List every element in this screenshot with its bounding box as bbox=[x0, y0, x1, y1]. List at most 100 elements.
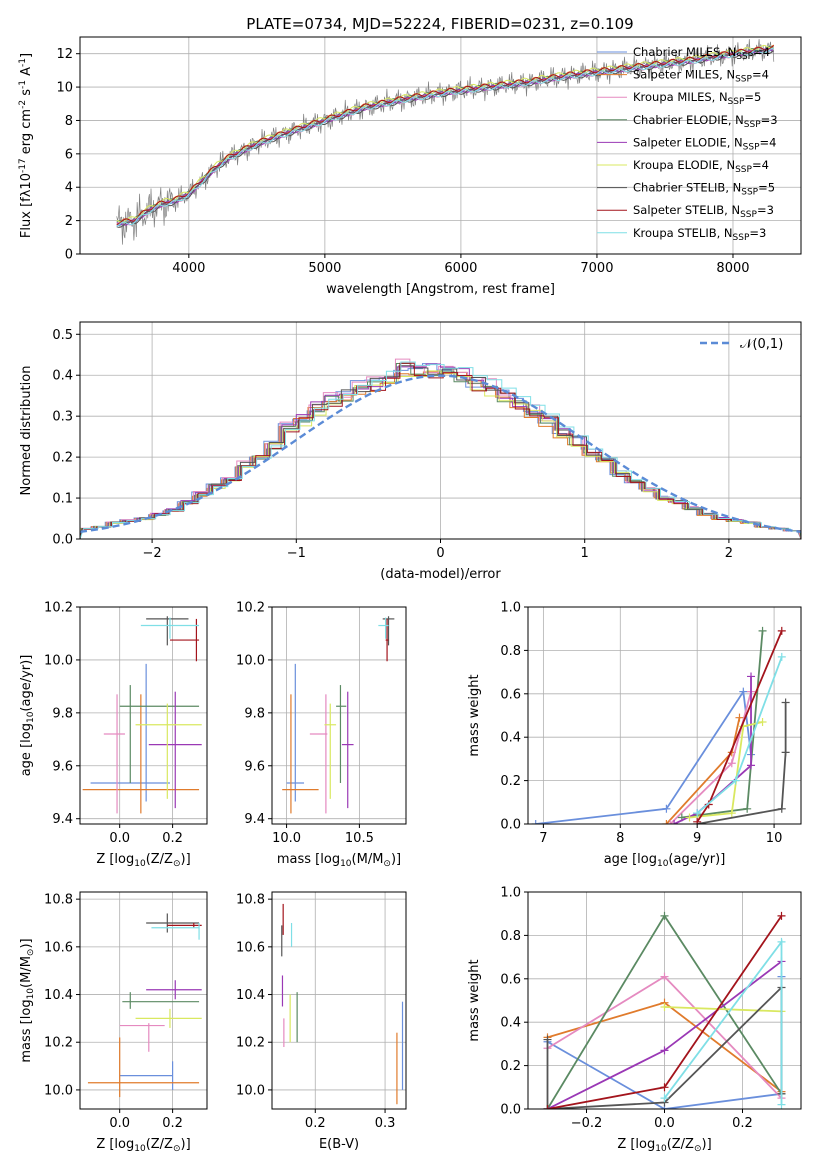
series-marker bbox=[777, 937, 786, 946]
panel-mass-vs-Z: 0.0 0.2 10.0 10.2 10.4 10.6 10.8 Z [log10(Z/Z⊙)… bbox=[19, 891, 208, 1154]
histogram-series bbox=[80, 361, 801, 539]
y-axis-label: age [log10(age/yr)] bbox=[19, 655, 36, 777]
x-tick-label: −0.2 bbox=[571, 1116, 603, 1131]
axes-frame bbox=[79, 891, 208, 1110]
y-tick-label: 9.4 bbox=[244, 812, 265, 827]
legend-label: Chabrier MILES, NSSP=4 bbox=[633, 45, 770, 62]
x-tick-label: 0.2 bbox=[162, 1116, 183, 1131]
y-tick-label: 0.2 bbox=[52, 451, 73, 466]
series-marker bbox=[660, 911, 669, 920]
x-axis-label: wavelength [Angstrom, rest frame] bbox=[326, 282, 555, 297]
plot-area bbox=[87, 913, 202, 1098]
y-tick-label: 0.2 bbox=[500, 1059, 521, 1074]
y-tick-label: 10.0 bbox=[236, 653, 265, 668]
series-marker bbox=[727, 759, 736, 768]
legend-label: Salpeter ELODIE, NSSP=4 bbox=[633, 135, 776, 152]
gaussian-curve bbox=[80, 374, 801, 534]
series-marker bbox=[660, 972, 669, 981]
x-tick-label: 2 bbox=[725, 546, 733, 561]
y-axis-label: Normed distribution bbox=[19, 366, 34, 496]
y-tick-label: 10.8 bbox=[236, 893, 265, 908]
x-tick-label: 0 bbox=[436, 546, 444, 561]
histogram-series bbox=[80, 363, 801, 539]
grid bbox=[80, 892, 207, 1109]
x-tick-label: 7000 bbox=[580, 261, 613, 276]
series-marker bbox=[693, 817, 702, 824]
series-marker bbox=[747, 761, 756, 770]
y-tick-label: 9.8 bbox=[52, 706, 73, 721]
legend: 𝒩(0,1) bbox=[700, 337, 783, 352]
plot-area bbox=[282, 616, 395, 814]
panel-age-vs-mass: 10.0 10.5 9.4 9.6 9.8 10.0 10.2 mass [log10(M/M… bbox=[236, 601, 407, 869]
axes-frame bbox=[271, 891, 407, 1110]
series-marker bbox=[731, 776, 740, 785]
plot-area bbox=[281, 903, 404, 1105]
model-spectrum bbox=[116, 47, 774, 227]
y-tick-label: 8 bbox=[65, 114, 73, 129]
series-marker bbox=[543, 1105, 552, 1109]
y-tick-label: 0.6 bbox=[500, 687, 521, 702]
x-axis-label: mass [log10(M/M⊙)] bbox=[277, 852, 401, 869]
series-marker bbox=[662, 820, 671, 824]
legend-label: Kroupa MILES, NSSP=5 bbox=[633, 90, 761, 107]
x-tick-label: 6000 bbox=[444, 261, 477, 276]
y-tick-label: 10.0 bbox=[44, 1083, 73, 1098]
panel-residuals: −2 −1 0 1 2 0.0 0.1 0.2 0.3 0.4 0.5 (data-model)/er… bbox=[19, 321, 802, 582]
y-tick-label: 0.0 bbox=[500, 818, 521, 833]
series-marker bbox=[666, 820, 675, 824]
weight-series bbox=[535, 689, 752, 824]
plot-area bbox=[82, 616, 202, 814]
y-tick-label: 10.4 bbox=[236, 988, 265, 1003]
series-marker bbox=[739, 687, 748, 696]
series-marker bbox=[743, 804, 752, 813]
axes-frame bbox=[271, 606, 407, 825]
x-tick-label: 10 bbox=[766, 831, 783, 846]
y-tick-label: 4 bbox=[65, 181, 73, 196]
series-marker bbox=[735, 713, 744, 722]
observed-spectrum bbox=[116, 39, 775, 245]
legend-label: Chabrier ELODIE, NSSP=3 bbox=[633, 113, 778, 130]
y-tick-label: 0.1 bbox=[52, 492, 73, 507]
series-marker bbox=[758, 718, 767, 727]
axes-frame bbox=[79, 36, 802, 255]
x-tick-label: 0.0 bbox=[109, 1116, 130, 1131]
axes-frame bbox=[527, 606, 802, 825]
panel-spectrum: 4000 5000 6000 7000 8000 0 2 4 6 8 10 12 wavelength … bbox=[18, 36, 802, 297]
y-tick-label: 10.2 bbox=[44, 601, 73, 616]
y-tick-label: 12 bbox=[56, 47, 73, 62]
panel-weight-vs-age: 7 8 9 10 0.0 0.2 0.4 0.6 0.8 1.0 age [log10(age/yr… bbox=[467, 601, 802, 869]
series-marker bbox=[685, 813, 694, 822]
y-tick-label: 10.6 bbox=[236, 940, 265, 955]
weight-series bbox=[697, 702, 787, 824]
y-tick-label: 10.2 bbox=[44, 1036, 73, 1051]
x-axis-label: E(B-V) bbox=[319, 1137, 359, 1152]
panel-age-vs-Z: 0.0 0.2 9.4 9.6 9.8 10.0 10.2 Z [log10(Z/Z⊙)] ag… bbox=[19, 601, 208, 869]
y-tick-label: 0.4 bbox=[500, 731, 521, 746]
y-tick-label: 0.8 bbox=[500, 929, 521, 944]
x-tick-label: 10.0 bbox=[272, 831, 301, 846]
x-axis-label: (data-model)/error bbox=[380, 567, 501, 582]
series-marker bbox=[781, 748, 790, 757]
y-axis-label: mass weight bbox=[467, 959, 482, 1041]
y-tick-label: 10.8 bbox=[44, 893, 73, 908]
legend: Chabrier MILES, NSSP=4 Salpeter MILES, NS… bbox=[597, 45, 778, 243]
series-marker bbox=[660, 1083, 669, 1092]
legend-label: Chabrier STELIB, NSSP=5 bbox=[633, 181, 775, 198]
legend-label: 𝒩(0,1) bbox=[740, 337, 783, 352]
y-tick-label: 10.0 bbox=[236, 1083, 265, 1098]
x-tick-label: 0.0 bbox=[654, 1116, 675, 1131]
legend-label: Salpeter MILES, NSSP=4 bbox=[633, 68, 769, 85]
x-tick-label: 0.2 bbox=[162, 831, 183, 846]
series-marker bbox=[758, 626, 767, 635]
y-tick-label: 1.0 bbox=[500, 886, 521, 901]
x-tick-label: 9 bbox=[693, 831, 701, 846]
weight-series bbox=[664, 1006, 782, 1013]
series-marker bbox=[543, 1035, 552, 1044]
series-marker bbox=[660, 1003, 669, 1012]
y-tick-label: 9.6 bbox=[244, 759, 265, 774]
x-tick-label: 10.5 bbox=[345, 831, 374, 846]
weight-series bbox=[689, 721, 763, 819]
y-tick-label: 9.6 bbox=[52, 759, 73, 774]
histogram-series bbox=[80, 362, 801, 539]
histogram-series bbox=[80, 370, 801, 539]
